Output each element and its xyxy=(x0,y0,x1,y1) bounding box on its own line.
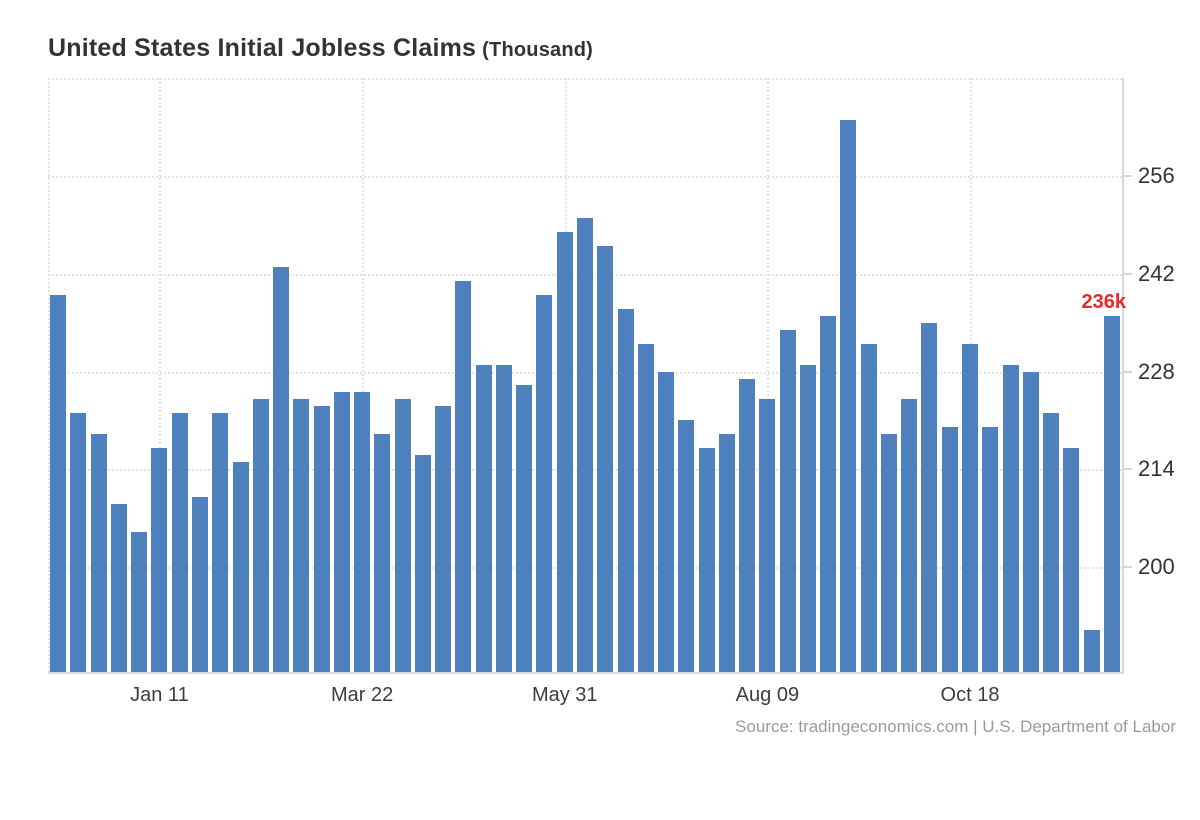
grid-line-x xyxy=(362,78,365,672)
bar xyxy=(637,343,654,672)
x-tick-label: May 31 xyxy=(531,684,598,706)
bar xyxy=(779,329,796,672)
y-axis-tick xyxy=(1122,272,1132,275)
x-tick-label: Aug 09 xyxy=(735,684,800,706)
bar xyxy=(678,420,695,672)
bar xyxy=(739,378,756,672)
bar xyxy=(293,399,310,672)
bar xyxy=(435,406,452,672)
y-tick-label: 214 xyxy=(1138,456,1175,482)
y-axis-tick xyxy=(1122,174,1132,177)
bar xyxy=(1022,371,1039,672)
bar xyxy=(799,364,816,672)
bar xyxy=(820,315,837,672)
y-axis-tick xyxy=(1122,468,1132,471)
bar xyxy=(455,280,472,672)
bar xyxy=(252,399,269,672)
bar xyxy=(718,434,735,672)
bar xyxy=(1002,364,1019,672)
grid-line-x xyxy=(159,78,162,672)
bar xyxy=(860,343,877,672)
bar xyxy=(1103,315,1120,672)
bar xyxy=(536,294,553,672)
bar xyxy=(232,462,249,672)
x-tick-label: Mar 22 xyxy=(330,684,394,706)
chart-title-unit: (Thousand) xyxy=(482,39,594,61)
bar xyxy=(516,385,533,672)
bar xyxy=(1083,630,1100,672)
plot-area: 200 214 228 242 256 Jan 11 Mar 22 May 31 Aug 09 O… xyxy=(48,78,1175,706)
bar xyxy=(759,399,776,672)
bar xyxy=(50,294,67,672)
chart-title: United States Initial Jobless Claims (Tho… xyxy=(48,34,593,63)
x-tick-label: Jan 11 xyxy=(130,684,189,706)
bar xyxy=(556,231,573,672)
bar xyxy=(617,308,634,672)
bar xyxy=(921,322,938,672)
y-tick-label: 242 xyxy=(1138,260,1175,286)
bar xyxy=(495,364,512,672)
bar xyxy=(941,427,958,672)
bar xyxy=(354,392,371,672)
bar xyxy=(212,413,229,672)
bar xyxy=(110,504,127,672)
y-axis-tick xyxy=(1122,566,1132,569)
bar xyxy=(840,119,857,672)
grid-line-x xyxy=(48,78,50,672)
bar xyxy=(658,371,675,672)
grid-line-y xyxy=(48,78,1122,80)
bar xyxy=(313,406,330,672)
y-tick-label: 200 xyxy=(1138,554,1175,580)
x-axis-line xyxy=(48,672,1124,674)
bar xyxy=(171,413,188,672)
bar xyxy=(475,364,492,672)
last-value-label: 236k xyxy=(1081,291,1127,313)
grid-line-x xyxy=(767,78,770,672)
y-axis-line xyxy=(1122,78,1124,674)
bar xyxy=(273,266,290,672)
bar xyxy=(414,455,431,672)
bar xyxy=(577,217,593,672)
bar xyxy=(374,434,391,672)
bar xyxy=(1043,413,1060,672)
chart-title-main: United States Initial Jobless Claims xyxy=(48,34,477,62)
y-tick-label: 228 xyxy=(1138,358,1175,384)
bar xyxy=(191,497,208,672)
bar xyxy=(151,448,168,672)
grid-line-y xyxy=(48,175,1122,178)
y-axis-tick xyxy=(1122,370,1132,373)
bar xyxy=(70,413,87,672)
bar xyxy=(1063,448,1080,672)
bar xyxy=(333,392,350,672)
bar xyxy=(597,245,614,672)
bar xyxy=(131,532,148,672)
bar xyxy=(90,434,107,672)
bar xyxy=(394,399,411,672)
bar xyxy=(962,343,979,672)
bar xyxy=(901,399,918,672)
y-tick-label: 256 xyxy=(1138,162,1175,188)
source-text: Source: tradingeconomics.com | U.S. Depa… xyxy=(735,717,1176,736)
bar xyxy=(982,427,999,672)
x-tick-label: Oct 18 xyxy=(940,684,1000,706)
bar xyxy=(880,434,897,672)
bar xyxy=(698,448,715,672)
